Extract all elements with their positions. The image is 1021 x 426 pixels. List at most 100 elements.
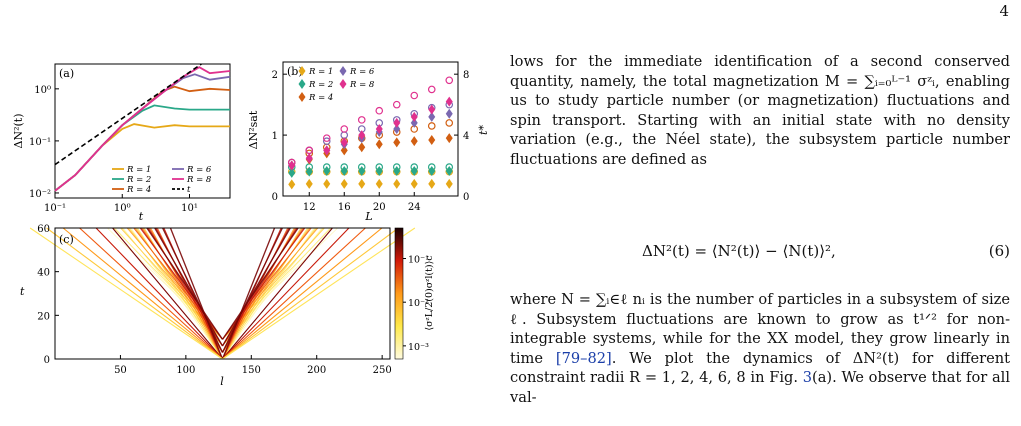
panel-b-diamond-5 (340, 137, 348, 148)
panel-b-xtick-label: 12 (303, 202, 316, 213)
panel-c-label: (c) (59, 233, 74, 246)
panel-b-diamond-2 (305, 166, 313, 177)
panel-b-ytick-right-label: 0 (463, 192, 469, 203)
panel-b-diamond-4 (410, 117, 418, 128)
panel-b-circle-5 (375, 106, 384, 115)
panel-a-xtick-label: 10⁰ (114, 203, 131, 214)
panel-b-ytick-label: 0 (272, 192, 278, 203)
paragraph-2-part-b: . We plot the dynamics of ΔN²(t) for dif… (510, 349, 1010, 387)
panel-b-diamond-2 (410, 166, 418, 177)
panel-b-legend-label: R = 6 (349, 67, 375, 77)
panel-b-circle-5 (322, 134, 331, 142)
panel-c-ytick-label: 60 (37, 224, 50, 235)
panel-b-circle-4 (322, 137, 331, 145)
panel-b-circle-5 (392, 100, 401, 109)
panel-b-legend-swatch (339, 66, 347, 76)
panel-b-diamond-4 (393, 124, 401, 134)
panel-c-core-line (222, 227, 350, 360)
equation-number: (6) (988, 242, 1010, 260)
panel-b-xtick-label: 24 (408, 202, 421, 213)
panel-c-core-line (222, 227, 416, 360)
panel-c-core-line (222, 227, 333, 360)
panel-a-legend-label: R = 6 (186, 165, 212, 175)
panel-b-diamond-2 (428, 166, 436, 177)
panel-b-xlabel: L (364, 210, 372, 223)
panel-a-line-6 (54, 63, 202, 166)
text-column-top: lows for the immediate identification of… (510, 52, 1010, 170)
panel-b-circle-5 (340, 125, 349, 133)
panel-b-legend-label: R = 4 (308, 93, 333, 103)
panel-c-ytick-label: 40 (37, 268, 50, 279)
panel-b-diamond-2 (323, 166, 331, 177)
panel-b-diamond-1 (323, 178, 331, 189)
panel-b-circle-5 (287, 158, 296, 167)
panel-c-core-line (222, 227, 366, 360)
panel-b-circle-4 (340, 131, 349, 139)
equation-body: ΔN²(t) = ⟨N²(t)⟩ − ⟨N(t)⟩², (642, 242, 836, 260)
panel-b-diamond-3 (410, 136, 418, 147)
panel-c-core-line (79, 227, 223, 360)
panel-a-legend-label: R = 4 (126, 185, 151, 195)
panel-a-ytick-label: 10⁻² (29, 189, 51, 200)
panel-b-circle-2 (357, 163, 366, 171)
panel-b-ytick-right-label: 4 (463, 131, 469, 142)
panel-b-circle-5 (305, 146, 314, 155)
panel-b-circle-2 (410, 163, 419, 171)
panel-b-legend-label: R = 8 (349, 80, 375, 90)
panel-b-diamond-5 (323, 145, 331, 156)
colorbar-tick-label: 10⁻³ (408, 342, 429, 353)
panel-b-diamond-5 (410, 111, 418, 122)
citation-link[interactable]: [79–82] (555, 349, 612, 367)
panel-b-ytick-label: 1 (272, 131, 278, 142)
panel-b-diamond-1 (445, 178, 453, 189)
panel-a-xlabel: t (139, 210, 144, 223)
panel-c-heatmap (29, 227, 416, 360)
figure-3: (a) ΔN²(t) t 10⁰ 10⁻¹ 10⁻² 10⁻¹ 10⁰ 10¹ R = … (12, 61, 490, 388)
panel-b-circle-5 (445, 76, 454, 85)
panel-c-front-line (221, 227, 283, 353)
panel-b-legend-label: R = 2 (308, 80, 333, 90)
panel-b-diamond-2 (375, 166, 383, 177)
panel-b-diamond-3 (340, 145, 348, 156)
panel-a-xtick-label: 10¹ (181, 203, 198, 214)
page-number: 4 (999, 2, 1009, 20)
panel-a-frame (54, 63, 231, 199)
panel-a-xtick-label: 10⁻¹ (44, 203, 66, 214)
panel-c-front-line (154, 227, 224, 347)
panel-b-ytick-right-label: 8 (463, 70, 469, 81)
panel-b-diamond-3 (375, 139, 383, 150)
colorbar (394, 227, 404, 360)
panel-b-legend-swatch (298, 79, 306, 89)
panel-b-circle-5 (410, 91, 419, 100)
figure-link[interactable]: 3 (802, 369, 813, 387)
panel-a-label: (a) (59, 67, 74, 80)
panel-b-xticks: 12 16 20 24 (303, 192, 421, 213)
panel-c-ylabel: t (20, 285, 25, 298)
panel-a-line-5 (54, 66, 231, 192)
panel-c-front-line (169, 227, 224, 360)
panel-b-diamond-1 (393, 178, 401, 189)
panel-b-diamond-5 (375, 124, 383, 134)
panel-b-ytick-label: 2 (272, 70, 278, 81)
panel-b-points (287, 76, 454, 190)
panel-b-diamond-3 (393, 137, 401, 148)
panel-a-series (54, 63, 231, 192)
paragraph-2: where N = ∑ᵢ∈ℓ nᵢ is the number of parti… (510, 290, 1010, 408)
paragraph-1: lows for the immediate identification of… (510, 53, 1010, 168)
panel-a: (a) ΔN²(t) t 10⁰ 10⁻¹ 10⁻² 10⁻¹ 10⁰ 10¹ R = … (12, 63, 231, 223)
panel-b-diamond-4 (428, 111, 436, 122)
panel-b-diamond-2 (340, 166, 348, 177)
panel-b-circle-2 (340, 163, 349, 171)
panel-c-xlabel: l (220, 375, 224, 388)
panel-c-xtick-label: 150 (242, 365, 261, 376)
panel-b-diamond-5 (305, 153, 313, 164)
panel-a-ylabel: ΔN²(t) (12, 114, 25, 149)
panel-c-xtick-label: 100 (176, 365, 195, 376)
panel-b-xtick-label: 16 (338, 202, 351, 213)
panel-b-diamond-3 (445, 133, 453, 144)
panel-b-circle-3 (445, 119, 454, 127)
panel-a-xticks: 10⁻¹ 10⁰ 10¹ (44, 194, 198, 214)
panel-b-yticks: 2 1 0 8 4 0 (272, 70, 470, 203)
panel-a-legend: R = 1R = 2R = 4 R = 6R = 8t (112, 165, 212, 195)
